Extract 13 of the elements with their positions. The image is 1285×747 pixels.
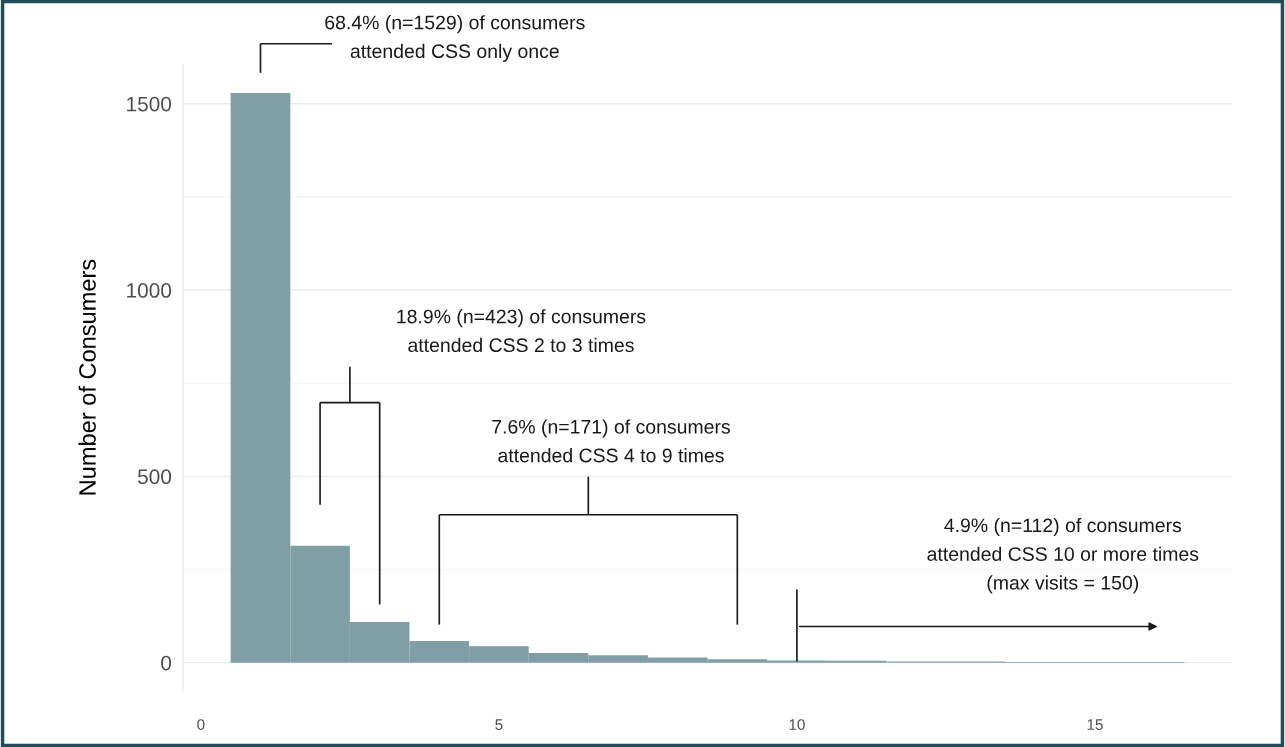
annotation: 7.6% (n=171) of consumers attended CSS 4 to 9 times: [492, 419, 730, 463]
x-tick-label: 10: [789, 719, 805, 730]
x-tick-label: 0: [197, 719, 205, 730]
y-axis-title: Number of Consumers: [78, 259, 96, 495]
y-tick-label: 1000: [127, 283, 172, 298]
text: 68.4% (n=1529) of consumers attended CSS only once: [325, 15, 585, 62]
x-tick-label: 15: [1087, 719, 1103, 730]
y-tick-label: 1500: [127, 96, 172, 112]
x-tick-label: 5: [495, 719, 503, 730]
annotation: 4.9% (n=112) of consumers attended CSS 10 or more times (max visits = 150): [927, 517, 1199, 594]
annotation: 18.9% (n=423) of consumers attended CSS 2 to 3 times: [397, 309, 646, 353]
y-tick-label: 500: [137, 469, 172, 485]
y-tick-label: 0: [161, 655, 172, 671]
